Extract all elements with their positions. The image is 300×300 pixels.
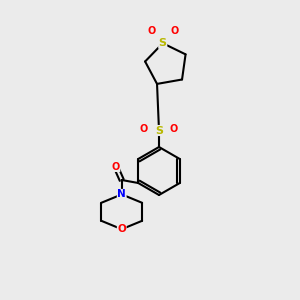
Text: O: O bbox=[170, 124, 178, 134]
Text: N: N bbox=[117, 189, 126, 200]
Text: O: O bbox=[117, 224, 126, 234]
Text: O: O bbox=[140, 124, 148, 134]
Text: S: S bbox=[155, 125, 163, 136]
Text: O: O bbox=[112, 161, 120, 172]
Text: O: O bbox=[147, 26, 155, 36]
Text: O: O bbox=[170, 26, 178, 36]
Text: S: S bbox=[159, 38, 167, 48]
